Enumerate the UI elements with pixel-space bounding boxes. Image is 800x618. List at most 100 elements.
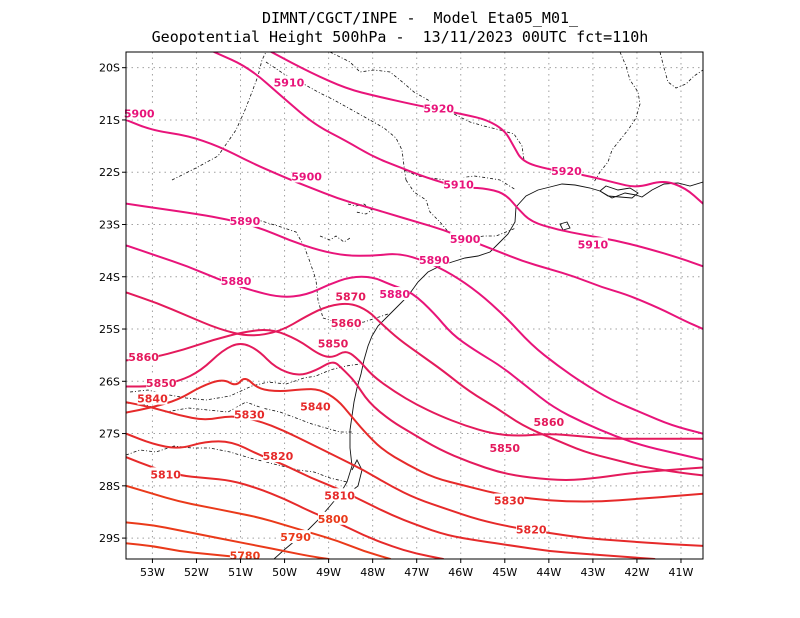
contour-label-bg — [379, 287, 410, 301]
lon-tick-label: 53W — [140, 566, 165, 579]
basemap — [126, 52, 703, 559]
contour-label-bg — [273, 75, 304, 89]
contour-5780 — [126, 542, 260, 559]
contour-label-5890: 5890 — [419, 254, 450, 267]
contour-label-5860: 5860 — [128, 351, 159, 364]
contour-label-5900: 5900 — [291, 170, 322, 183]
contour-5870 — [126, 291, 703, 477]
contour-5790 — [126, 521, 330, 559]
contour-label-5880: 5880 — [379, 288, 410, 301]
lat-tick-label: 26S — [99, 375, 120, 388]
coastline — [273, 181, 703, 559]
island-sao-sebastiao — [559, 221, 571, 231]
contour-label-bg — [150, 467, 181, 481]
contour-label-bg — [443, 177, 474, 191]
plot-frame — [125, 51, 704, 560]
contour-label-bg — [419, 253, 450, 267]
contour-label-5910: 5910 — [578, 238, 609, 251]
contour-label-bg — [331, 315, 362, 329]
lon-tick-label: 41W — [669, 566, 694, 579]
contour-5860 — [126, 329, 703, 440]
contour-label-5920: 5920 — [551, 165, 582, 178]
lat-tick-label: 29S — [99, 532, 120, 545]
contour-label-bg — [229, 548, 260, 562]
lon-tick-label: 45W — [492, 566, 517, 579]
lon-tick-label: 50W — [272, 566, 297, 579]
contour-label-bg — [489, 441, 520, 455]
contour-label-bg — [128, 349, 159, 363]
contour-labels: 5920592059105910591059005900590058905890… — [124, 75, 609, 562]
contour-label-5830: 5830 — [494, 495, 525, 508]
contour-label-bg — [516, 522, 547, 536]
contour-label-bg — [494, 493, 525, 507]
contour-label-bg — [146, 375, 177, 389]
contour-label-5850: 5850 — [489, 442, 520, 455]
lon-tick-label: 43W — [580, 566, 605, 579]
lat-tick-label: 27S — [99, 428, 120, 441]
contour-label-5910: 5910 — [274, 76, 305, 89]
contour-label-5920: 5920 — [423, 102, 454, 115]
contour-label-bg — [551, 164, 582, 178]
contour-label-5810: 5810 — [150, 468, 181, 481]
contour-label-5860: 5860 — [534, 416, 565, 429]
contour-label-bg — [533, 415, 564, 429]
contour-label-bg — [318, 511, 349, 525]
contour-label-5850: 5850 — [318, 338, 349, 351]
lon-tick-label: 52W — [184, 566, 209, 579]
contour-label-5900: 5900 — [450, 233, 481, 246]
lon-tick-label: 51W — [228, 566, 253, 579]
contour-label-5820: 5820 — [263, 450, 294, 463]
contour-5830 — [126, 401, 703, 547]
contour-label-bg — [300, 399, 331, 413]
contour-label-bg — [137, 391, 168, 405]
height-contours — [126, 52, 703, 559]
bay-coast — [599, 185, 639, 199]
contour-5800 — [126, 484, 392, 559]
contour-label-5850: 5850 — [146, 377, 177, 390]
state-borders — [126, 52, 703, 483]
contour-label-bg — [318, 336, 349, 350]
lat-tick-label: 25S — [99, 323, 120, 336]
contour-label-5810: 5810 — [324, 489, 355, 502]
lon-tick-label: 48W — [360, 566, 385, 579]
contour-label-5910: 5910 — [443, 178, 474, 191]
contour-5900 — [126, 118, 703, 330]
lat-tick-label: 22S — [99, 166, 120, 179]
contour-label-bg — [335, 289, 366, 303]
contour-label-bg — [124, 106, 155, 120]
contour-label-bg — [450, 232, 481, 246]
contour-5920 — [270, 52, 703, 205]
longitude-tick-labels: 53W 52W 51W 50W 49W 48W 47W 46W 45W 44W 43W 42W 41W — [140, 559, 694, 579]
lat-tick-label: 20S — [99, 62, 120, 75]
contour-label-bg — [280, 530, 311, 544]
lat-tick-label: 21S — [99, 114, 120, 127]
contour-5820 — [126, 432, 656, 559]
graticule — [126, 52, 703, 559]
contour-label-5790: 5790 — [280, 531, 311, 544]
lon-tick-label: 42W — [624, 566, 649, 579]
lat-tick-label: 24S — [99, 271, 120, 284]
contour-5850 — [126, 343, 703, 481]
title-line-1: DIMNT/CGCT/INPE - Model Eta05_M01_ — [262, 9, 579, 27]
contour-label-bg — [324, 488, 355, 502]
contour-label-5840: 5840 — [137, 393, 168, 406]
contour-label-5830: 5830 — [234, 408, 265, 421]
lat-tick-label: 28S — [99, 480, 120, 493]
contour-label-bg — [577, 237, 608, 251]
contour-5890 — [126, 202, 703, 435]
contour-label-bg — [221, 273, 252, 287]
contour-label-5900: 5900 — [124, 108, 155, 121]
contour-label-bg — [229, 213, 260, 227]
contour-label-5780: 5780 — [230, 549, 261, 562]
contour-label-5840: 5840 — [300, 400, 331, 413]
latitude-tick-labels: 20S 21S 22S 23S 24S 25S 26S 27S 28S 29S — [99, 62, 126, 545]
title-line-2: Geopotential Height 500hPa - 13/11/2023 … — [152, 28, 649, 46]
contour-label-bg — [291, 169, 322, 183]
lon-tick-label: 47W — [404, 566, 429, 579]
contour-label-5880: 5880 — [221, 275, 252, 288]
lon-tick-label: 46W — [448, 566, 473, 579]
contour-label-bg — [234, 407, 265, 421]
contour-5880 — [126, 244, 703, 461]
lon-tick-label: 49W — [316, 566, 341, 579]
